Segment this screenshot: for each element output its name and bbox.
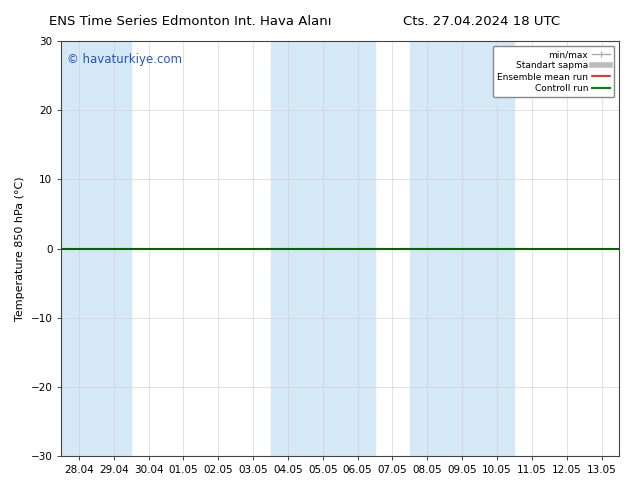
Text: © havaturkiye.com: © havaturkiye.com [67, 53, 182, 67]
Bar [410, 41, 514, 456]
Bar [271, 41, 375, 456]
Legend: min/max, Standart sapma, Ensemble mean run, Controll run: min/max, Standart sapma, Ensemble mean r… [493, 46, 614, 98]
Text: ENS Time Series Edmonton Int. Hava Alanı: ENS Time Series Edmonton Int. Hava Alanı [49, 15, 332, 28]
Text: Cts. 27.04.2024 18 UTC: Cts. 27.04.2024 18 UTC [403, 15, 560, 28]
Y-axis label: Temperature 850 hPa (°C): Temperature 850 hPa (°C) [15, 176, 25, 321]
Bar [61, 41, 131, 456]
